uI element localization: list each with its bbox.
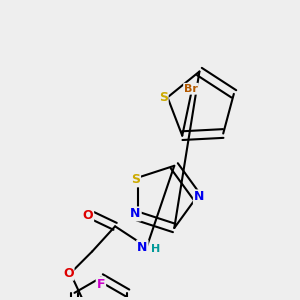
Text: N: N xyxy=(137,241,148,254)
Text: S: S xyxy=(159,91,168,104)
Text: N: N xyxy=(194,190,204,203)
Text: O: O xyxy=(82,209,93,222)
Text: F: F xyxy=(97,278,105,291)
Text: Br: Br xyxy=(184,84,198,94)
Text: S: S xyxy=(131,173,140,186)
Text: H: H xyxy=(151,244,160,254)
Text: N: N xyxy=(130,207,141,220)
Text: O: O xyxy=(63,267,74,280)
